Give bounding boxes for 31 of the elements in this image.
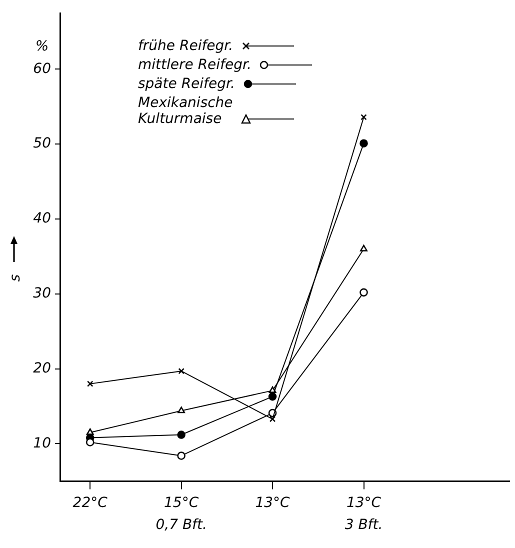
text: 3 Bft. <box>344 516 383 533</box>
point <box>360 114 367 120</box>
point <box>86 428 94 435</box>
point <box>177 452 186 460</box>
y-tick-label: 40 <box>33 210 52 227</box>
y-tick-label: 60 <box>33 60 52 77</box>
point <box>178 368 184 374</box>
x-tick-label: 13°C <box>346 495 382 512</box>
y-tick-label: 10 <box>33 435 52 452</box>
point <box>269 416 276 422</box>
legend-label: Mexikanische Kulturmaise <box>138 95 233 127</box>
legend-label: späte Reifegr. <box>138 76 235 92</box>
annotation: % <box>35 38 49 55</box>
point <box>178 406 185 414</box>
point <box>360 139 368 148</box>
legend-label: mittlere Reifegr. <box>138 57 252 73</box>
text: 0,7 Bft. <box>156 516 207 533</box>
point <box>177 430 186 439</box>
point <box>86 380 94 387</box>
point <box>360 288 368 297</box>
y-axis-title: s <box>8 274 24 282</box>
point <box>86 438 94 446</box>
point <box>268 392 277 401</box>
point <box>360 244 368 252</box>
x-tick-label: 22°C <box>72 495 108 512</box>
y-tick-label: 50 <box>33 136 52 152</box>
y-tick-label: 30 <box>33 286 52 302</box>
legend-label: frühe Reifegr. <box>138 38 234 54</box>
x-tick-label: 13°C <box>255 495 290 512</box>
y-tick-label: 20 <box>33 360 52 376</box>
x-tick-label: 15°C <box>164 495 199 512</box>
